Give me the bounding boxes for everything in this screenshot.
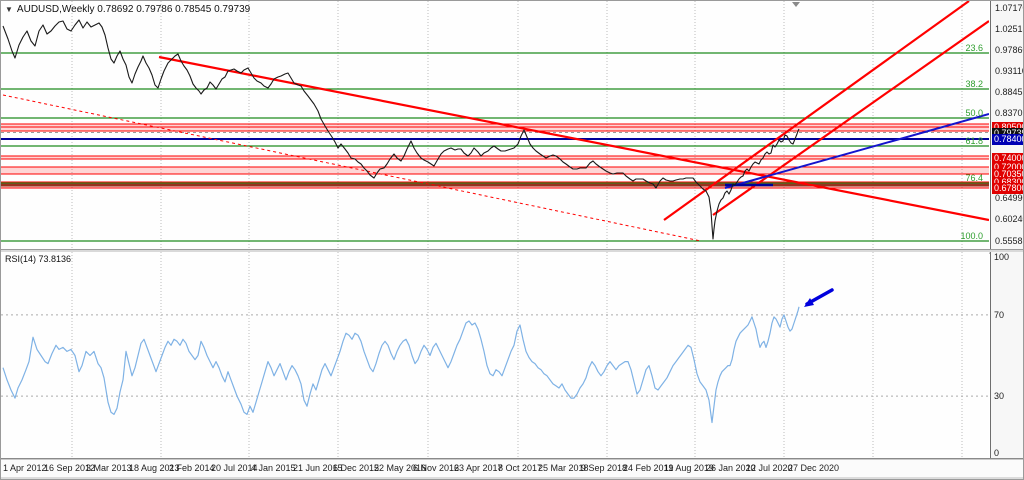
price-level-badge: 0.68300 [992, 176, 1023, 188]
price-level-badge: 0.78400 [992, 133, 1023, 145]
symbol-ohlc-text: AUDUSD,Weekly 0.78692 0.79786 0.78545 0.… [16, 4, 251, 15]
date-label: 24 Feb 2019 [623, 463, 674, 473]
main-chart-plot[interactable]: 23.6 38.2 50.0 61.8 76.4 100.0 [1, 1, 989, 249]
date-label: 16 Sep 2012 [44, 463, 96, 473]
rsi-series-line [2, 306, 800, 424]
date-label: 22 May 2016 [374, 463, 427, 473]
rsi-svg [1, 252, 989, 458]
date-label: 26 Jan 2020 [706, 463, 756, 473]
date-label: 6 Dec 2015 [333, 463, 380, 473]
price-level-badge: 0.80500 [992, 121, 1023, 133]
date-label: 25 Mar 2018 [538, 463, 589, 473]
rsi-tick-label: 70 [994, 310, 1005, 320]
resistance-zone [1, 167, 989, 174]
window-bottom-strip [1, 477, 1023, 479]
time-axis[interactable]: 1 Apr 2012 16 Sep 2012 3 Mar 2013 18 Aug 20… [1, 460, 1023, 477]
rsi-tick-label: 100 [994, 252, 1010, 262]
fib-percent-label: 23.6 [965, 43, 983, 53]
date-label: 9 Sep 2018 [581, 463, 628, 473]
price-level-badge: 0.74000 [992, 152, 1023, 164]
rsi-indicator-label: RSI(14) 73.8136 [5, 254, 72, 264]
date-label: 11 Aug 2019 [664, 463, 714, 473]
current-price-badge: 0.79739 [992, 127, 1023, 139]
axis-divider [1, 458, 1023, 461]
date-label: 6 Nov 2016 [413, 463, 460, 473]
price-tick-label: 1.02515 [995, 24, 1023, 34]
fib-percent-label: 76.4 [965, 173, 983, 183]
date-label: 3 Mar 2013 [86, 463, 132, 473]
rsi-tick-label: 0 [994, 448, 1000, 458]
price-tick-label: 0.83705 [995, 108, 1023, 118]
arrow-annotation-head[interactable] [804, 298, 814, 307]
symbol-dropdown-icon[interactable]: ▼ [5, 5, 13, 14]
price-level-badge: 0.72000 [992, 161, 1023, 173]
rsi-panel-plot[interactable] [1, 252, 989, 458]
current-bar-marker [792, 2, 800, 7]
fib-percent-label: 50.0 [965, 108, 983, 118]
fib-percent-label: 61.8 [965, 136, 983, 146]
date-label: 1 Apr 2012 [3, 463, 47, 473]
rsi-tick-label: 30 [994, 391, 1005, 401]
date-label: 18 Aug 2013 [129, 463, 180, 473]
date-label: 20 Jul 2014 [211, 463, 258, 473]
uptrend-channel-b[interactable] [712, 20, 989, 216]
price-tick-label: 1.07170 [995, 3, 1023, 13]
chart-title: ▼ AUDUSD,Weekly 0.78692 0.79786 0.78545 … [5, 4, 250, 15]
uptrend-blue[interactable] [724, 113, 989, 189]
fib-percent-label: 100.0 [960, 231, 983, 241]
downtrend-dotted[interactable] [2, 94, 702, 242]
rsi-scale[interactable]: 100 70 30 0 [990, 252, 1023, 458]
price-tick-label: 0.93110 [995, 66, 1024, 76]
date-label: 21 Jun 2015 [293, 463, 343, 473]
price-tick-label: 0.88455 [995, 87, 1023, 97]
price-tick-label: 0.55585 [995, 236, 1023, 246]
date-label: 12 Jul 2020 [746, 463, 793, 473]
main-chart-svg [1, 1, 989, 249]
date-label: 4 Jan 2015 [251, 463, 296, 473]
price-level-badge: 0.70350 [992, 168, 1023, 180]
date-label: 8 Oct 2017 [498, 463, 543, 473]
date-label: 2 Feb 2014 [169, 463, 215, 473]
price-series-line [2, 19, 800, 240]
date-label: 23 Apr 2017 [454, 463, 503, 473]
date-label: 27 Dec 2020 [788, 463, 840, 473]
resistance-zone [1, 156, 989, 159]
fib-percent-label: 38.2 [965, 79, 983, 89]
uptrend-channel-a[interactable] [663, 1, 970, 221]
price-level-badge: 0.67800 [992, 182, 1023, 194]
